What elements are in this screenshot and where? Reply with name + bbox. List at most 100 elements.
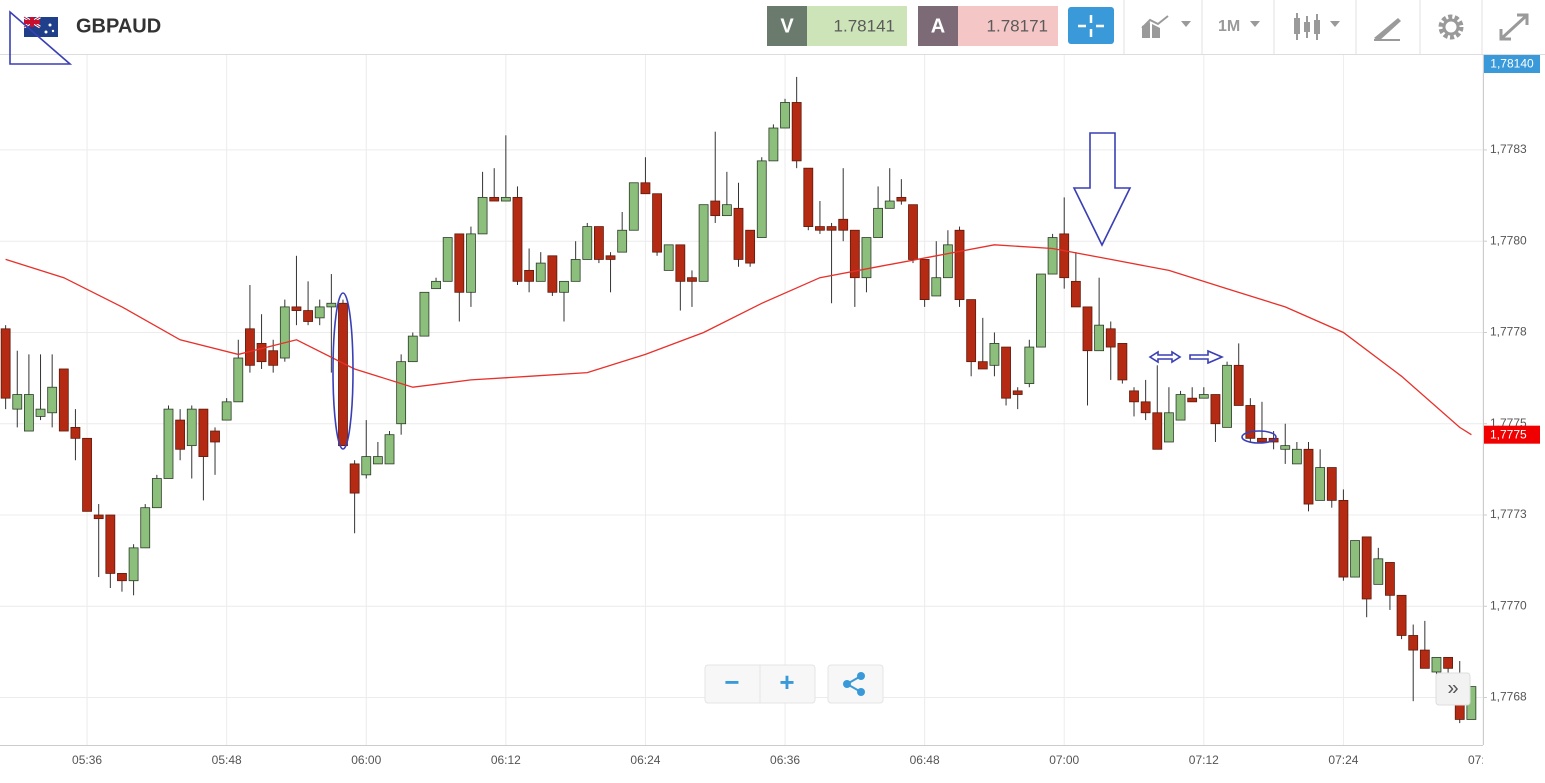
y-tick-label: 1,7768 <box>1490 690 1527 704</box>
candle-body <box>1315 467 1326 501</box>
candle-body <box>873 207 883 238</box>
candle-body <box>849 229 860 279</box>
candle-body <box>1443 656 1454 669</box>
candle-body <box>570 259 581 282</box>
scroll-to-end-label: » <box>1447 677 1458 699</box>
candle-body <box>594 226 604 260</box>
candle-body <box>233 357 244 403</box>
settings-button[interactable] <box>1438 14 1464 40</box>
candle-body <box>617 229 628 253</box>
candle-body <box>803 167 814 227</box>
candle-body <box>977 361 988 370</box>
candle-body <box>1047 237 1058 275</box>
x-axis-labels: 05:36 05:48 06:00 06:12 06:24 06:36 06:48 07:00… <box>72 753 1483 767</box>
candle-body <box>372 456 383 465</box>
crosshair-button[interactable] <box>1068 7 1114 44</box>
candle-body <box>1233 364 1244 406</box>
candle-body <box>419 291 430 337</box>
fullscreen-button[interactable] <box>1499 13 1529 41</box>
bid-box[interactable]: V 1.78141 <box>767 6 907 46</box>
candle-body <box>919 259 930 301</box>
chart-type-button[interactable] <box>1141 15 1191 38</box>
candle-body <box>407 335 418 363</box>
candle-body <box>70 426 81 439</box>
candle-body <box>652 193 662 253</box>
candle-body <box>1303 448 1314 505</box>
candle-body <box>1187 397 1198 403</box>
candle-body <box>698 204 709 282</box>
y-tick-label: 1,7770 <box>1490 598 1527 612</box>
x-tick-label: 07:24 <box>1328 753 1358 767</box>
drawing-tools-button[interactable] <box>1374 18 1401 41</box>
candle-body <box>1105 328 1116 348</box>
symbol: GBPAUD <box>76 15 161 37</box>
candle-body <box>780 102 790 129</box>
candle-body <box>547 255 558 293</box>
candle-body <box>314 306 325 319</box>
candle-body <box>1059 233 1070 279</box>
candle-body <box>640 182 651 195</box>
x-tick-label: 07:00 <box>1049 753 1079 767</box>
current-price-marker <box>1484 425 1540 444</box>
candle-body <box>93 514 104 520</box>
y-tick-label: 1,7778 <box>1490 325 1527 339</box>
candle-body <box>1257 437 1267 443</box>
triangle-drawing <box>9 10 73 65</box>
candle-body <box>559 280 569 293</box>
x-tick-label: 06:24 <box>630 753 660 767</box>
candle-body <box>442 237 453 282</box>
ask-box[interactable]: A 1.78171 <box>918 6 1058 46</box>
candle-body <box>431 280 441 290</box>
candle-body <box>524 269 535 282</box>
candle-body <box>663 244 674 271</box>
candle-body <box>1396 594 1407 636</box>
candle-body <box>1431 656 1442 673</box>
candle-body <box>791 102 802 162</box>
candle-body <box>35 408 46 417</box>
candle-body <box>687 277 697 282</box>
arrow-drawing <box>1189 349 1225 365</box>
bid-price: 1.78141 <box>834 16 895 35</box>
y-axis-labels: 1,7768 1,7770 1,7773 1,7775 1,7778 1,7780 1,77… <box>1483 55 1540 704</box>
candle-body <box>628 182 639 231</box>
candle-body <box>1175 394 1186 421</box>
moving-average-line <box>5 244 1472 436</box>
candle-body <box>675 244 686 282</box>
candle-body <box>245 328 255 366</box>
arrow-drawing <box>1072 132 1132 247</box>
share-button[interactable] <box>827 664 884 704</box>
candle-body <box>291 306 302 311</box>
candle-body <box>908 204 918 260</box>
candle-body <box>23 394 34 432</box>
timeframe-button[interactable]: 1M <box>1218 18 1260 35</box>
flag-icon <box>23 15 58 37</box>
candle-body <box>1117 343 1128 381</box>
candle-body <box>838 218 849 231</box>
candle-body <box>1140 401 1151 414</box>
candle-body <box>151 478 162 509</box>
candle-body <box>1350 540 1360 578</box>
candle-body <box>12 394 23 410</box>
candle-body <box>1245 405 1256 439</box>
x-tick-label: 07:12 <box>1189 753 1219 767</box>
candle-body <box>826 226 837 231</box>
candle-type-button[interactable] <box>1294 13 1340 40</box>
candle-body <box>1198 394 1209 399</box>
zoom-in-button[interactable]: + <box>779 667 794 697</box>
candle-body <box>1094 324 1105 352</box>
zoom-controls: − + <box>704 664 816 704</box>
ellipse-drawing <box>1241 430 1277 444</box>
candle-body <box>198 408 209 457</box>
x-tick-label: 06:12 <box>491 753 521 767</box>
candle-body <box>989 343 1000 366</box>
candle-body <box>896 196 907 202</box>
candle-body <box>1001 346 1011 399</box>
candle-body <box>338 302 348 447</box>
candle-body <box>1012 390 1023 395</box>
candle-body <box>279 306 290 359</box>
candle-body <box>721 204 732 217</box>
scroll-to-end-button[interactable]: » <box>1435 672 1471 706</box>
zoom-out-button[interactable]: − <box>724 667 739 697</box>
x-tick-label: 06:48 <box>910 753 940 767</box>
candle-body <box>105 514 116 574</box>
